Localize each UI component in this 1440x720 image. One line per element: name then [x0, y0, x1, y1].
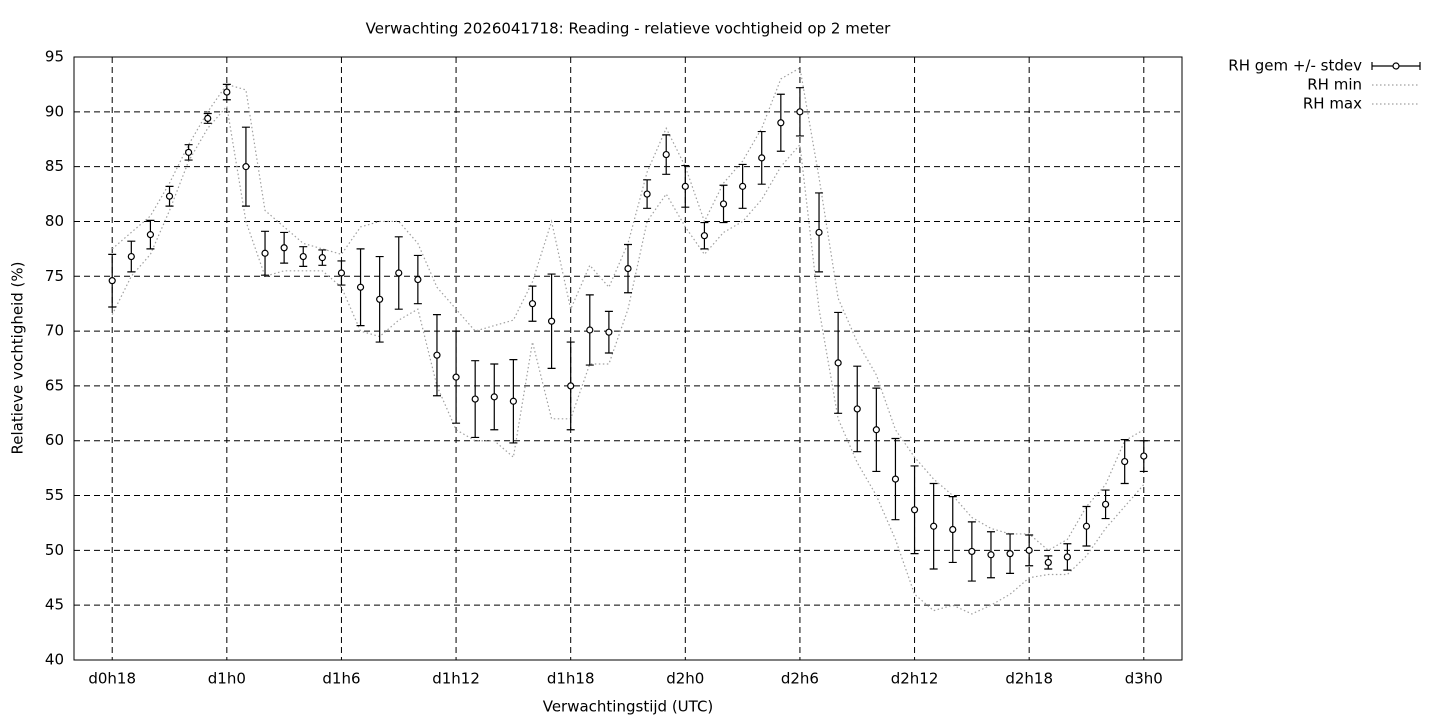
mean-point — [528, 300, 537, 308]
x-tick-label: d1h18 — [547, 670, 595, 688]
mean-point — [165, 192, 174, 200]
mean-point — [547, 317, 556, 325]
mean-point — [146, 231, 155, 239]
x-tick-label: d0h18 — [88, 670, 136, 688]
mean-point — [261, 249, 269, 257]
x-tick-label: d2h18 — [1005, 670, 1053, 688]
mean-point — [681, 182, 689, 190]
mean-point — [299, 252, 307, 261]
mean-point — [395, 269, 403, 277]
mean-point — [758, 154, 766, 162]
mean-point — [930, 522, 938, 530]
mean-point — [777, 119, 785, 127]
mean-point — [433, 351, 441, 359]
y-tick-label: 85 — [45, 157, 64, 175]
mean-point — [872, 426, 880, 434]
mean-point — [643, 190, 651, 198]
mean-point — [910, 506, 919, 514]
mean-point — [605, 328, 613, 336]
y-tick-label: 45 — [45, 596, 64, 614]
x-tick-label: d2h12 — [891, 670, 939, 688]
mean-point — [624, 264, 632, 273]
mean-point — [968, 547, 976, 556]
mean-point — [739, 182, 747, 190]
y-tick-label: 50 — [45, 541, 64, 559]
y-tick-label: 75 — [45, 267, 64, 285]
mean-point — [356, 283, 365, 291]
x-tick-label: d1h6 — [322, 670, 360, 688]
x-tick-label: d2h6 — [781, 670, 819, 688]
mean-point — [1063, 553, 1071, 561]
mean-point — [719, 200, 728, 208]
y-axis-label: Relatieve vochtigheid (%) — [9, 261, 27, 454]
range-line — [111, 67, 1145, 552]
mean-point — [987, 551, 995, 559]
mean-point — [1082, 522, 1091, 530]
mean-point — [414, 275, 422, 284]
mean-point — [242, 163, 250, 171]
y-tick-label: 60 — [45, 431, 64, 449]
mean-point — [223, 88, 231, 96]
mean-point — [108, 277, 116, 285]
mean-point — [1006, 550, 1014, 558]
mean-point — [490, 393, 498, 401]
legend-label: RH min — [1307, 76, 1362, 94]
mean-point — [1044, 558, 1052, 567]
mean-point — [1025, 546, 1033, 554]
range-line — [111, 104, 1145, 615]
legend-label: RH gem +/- stdev — [1228, 57, 1362, 75]
mean-point — [337, 269, 346, 277]
mean-point — [1101, 500, 1110, 508]
mean-point — [796, 108, 804, 116]
mean-point — [949, 525, 957, 534]
legend-label: RH max — [1303, 95, 1362, 113]
y-tick-label: 65 — [45, 376, 64, 394]
x-tick-label: d3h0 — [1125, 670, 1163, 688]
mean-point — [185, 148, 193, 156]
mean-point — [376, 295, 384, 303]
mean-point — [452, 373, 460, 381]
chart-title: Verwachting 2026041718: Reading - relati… — [366, 20, 892, 38]
mean-point — [318, 254, 326, 262]
x-tick-label: d2h0 — [666, 670, 704, 688]
x-tick-label: d1h12 — [432, 670, 480, 688]
y-tick-label: 40 — [45, 651, 64, 669]
legend-swatch — [1392, 62, 1400, 70]
mean-point — [891, 475, 900, 483]
mean-point — [834, 359, 842, 367]
x-axis-label: Verwachtingstijd (UTC) — [543, 698, 714, 716]
mean-point — [700, 232, 709, 240]
plot-border — [73, 56, 1183, 661]
y-tick-label: 70 — [45, 322, 64, 340]
y-tick-label: 55 — [45, 486, 64, 504]
mean-point — [662, 150, 670, 159]
mean-point — [586, 326, 594, 334]
mean-point — [853, 405, 861, 413]
mean-point — [1140, 452, 1148, 460]
mean-point — [567, 382, 575, 390]
x-tick-label: d1h0 — [208, 670, 246, 688]
y-tick-label: 80 — [45, 212, 64, 230]
mean-point — [509, 397, 517, 405]
mean-point — [815, 228, 823, 237]
mean-point — [204, 114, 212, 122]
y-tick-label: 95 — [45, 48, 64, 66]
mean-point — [280, 244, 288, 252]
y-tick-label: 90 — [45, 102, 64, 120]
mean-point — [1121, 457, 1129, 466]
mean-point — [471, 395, 479, 403]
mean-point — [127, 252, 135, 261]
